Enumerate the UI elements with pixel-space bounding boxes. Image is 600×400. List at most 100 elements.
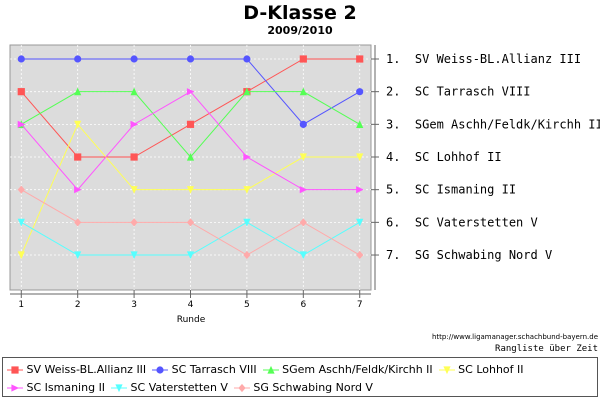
data-point bbox=[356, 88, 364, 96]
data-point bbox=[130, 218, 138, 227]
chart-subtitle: 2009/2010 bbox=[267, 24, 333, 37]
legend-label: SC Ismaning II bbox=[23, 381, 106, 394]
legend-swatch bbox=[438, 366, 455, 375]
rank-label: 3. SGem Aschh/Feldk/Kirchh II bbox=[386, 117, 600, 131]
rank-axis: 1. SV Weiss-BL.Allianz III 2. SC Tarrasch… bbox=[371, 45, 600, 290]
legend-item: SG Schwabing Nord V bbox=[233, 379, 373, 397]
data-point bbox=[356, 218, 364, 227]
legend-item: SGem Aschh/Feldk/Kirchh II bbox=[262, 361, 433, 379]
chart-caption: Rangliste über Zeit bbox=[495, 344, 598, 354]
x-tick-label: 1 bbox=[18, 300, 24, 310]
data-point bbox=[17, 120, 26, 128]
data-point bbox=[130, 186, 138, 194]
legend-swatch bbox=[233, 383, 250, 393]
data-point bbox=[243, 153, 252, 161]
legend-label: SC Vaterstetten V bbox=[127, 381, 228, 394]
legend-label: SV Weiss-BL.Allianz III bbox=[23, 363, 147, 376]
legend-marker bbox=[11, 384, 20, 392]
rank-label: 5. SC Ismaning II bbox=[386, 183, 516, 197]
legend-marker bbox=[115, 384, 123, 393]
data-point bbox=[74, 87, 82, 96]
legend-item: SC Tarrasch VIII bbox=[152, 361, 257, 379]
data-point bbox=[17, 185, 25, 194]
series-4 bbox=[17, 120, 364, 260]
x-tick-label: 6 bbox=[300, 300, 306, 310]
data-point bbox=[74, 120, 82, 129]
data-point bbox=[130, 87, 138, 96]
data-point bbox=[299, 153, 307, 162]
data-point bbox=[130, 251, 138, 260]
legend-label: SGem Aschh/Feldk/Kirchh II bbox=[278, 363, 433, 376]
data-point bbox=[130, 153, 138, 161]
x-axis-title: Runde bbox=[177, 315, 206, 325]
x-tick-label: 2 bbox=[75, 300, 81, 310]
legend-label: SC Lohhof II bbox=[454, 363, 524, 376]
legend-swatch bbox=[111, 384, 128, 393]
data-point bbox=[299, 120, 307, 128]
legend-marker bbox=[443, 366, 451, 375]
legend-marker bbox=[266, 365, 275, 374]
data-point bbox=[17, 218, 25, 227]
legend-row: SV Weiss-BL.Allianz III SC Tarrasch VIII… bbox=[7, 361, 593, 379]
rank-label: 6. SC Vaterstetten V bbox=[386, 215, 538, 229]
data-point bbox=[299, 55, 307, 63]
legend-marker bbox=[11, 366, 19, 374]
x-axis: 1 2 3 4 5 6 7 bbox=[10, 290, 371, 310]
series-layer bbox=[17, 55, 364, 260]
legend-swatch bbox=[7, 384, 23, 392]
data-point bbox=[186, 152, 195, 161]
series-7 bbox=[17, 185, 364, 260]
line-chart: 1. SV Weiss-BL.Allianz III 2. SC Tarrasch… bbox=[9, 44, 600, 325]
chart-title: D-Klasse 2 bbox=[243, 2, 357, 24]
legend-row: SC Ismaning II SC Vaterstetten V SG Schw… bbox=[7, 379, 593, 397]
legend-item: SC Vaterstetten V bbox=[111, 379, 228, 397]
data-point bbox=[299, 251, 307, 260]
legend-swatch bbox=[152, 366, 169, 374]
data-point bbox=[356, 120, 364, 128]
x-tick-label: 7 bbox=[357, 300, 363, 310]
data-point bbox=[243, 250, 251, 260]
legend-marker bbox=[156, 366, 164, 374]
data-point bbox=[243, 186, 251, 194]
data-point bbox=[186, 186, 195, 194]
data-point bbox=[17, 88, 25, 96]
rank-label: 2. SC Tarrasch VIII bbox=[386, 85, 531, 99]
data-point bbox=[299, 87, 307, 96]
data-point bbox=[243, 55, 251, 63]
data-point bbox=[299, 186, 308, 194]
legend-marker bbox=[238, 383, 246, 393]
data-point bbox=[356, 55, 364, 63]
data-point bbox=[186, 88, 195, 96]
x-tick-label: 4 bbox=[188, 300, 194, 310]
data-point bbox=[186, 251, 195, 260]
series-6 bbox=[17, 218, 364, 260]
rank-label: 7. SG Schwabing Nord V bbox=[386, 248, 552, 262]
data-point bbox=[186, 218, 195, 227]
series-5 bbox=[17, 88, 364, 194]
data-point bbox=[17, 251, 25, 260]
data-point bbox=[74, 251, 82, 260]
rank-label: 1. SV Weiss-BL.Allianz III bbox=[386, 52, 581, 66]
legend-item: SC Lohhof II bbox=[438, 361, 524, 379]
data-point bbox=[243, 87, 251, 96]
data-point bbox=[17, 55, 25, 63]
x-tick-label: 3 bbox=[131, 300, 137, 310]
data-point bbox=[74, 218, 82, 227]
data-point bbox=[186, 55, 195, 63]
data-point bbox=[243, 218, 251, 227]
data-point bbox=[130, 120, 139, 128]
data-point bbox=[356, 186, 364, 194]
legend-label: SC Tarrasch VIII bbox=[168, 363, 257, 376]
data-point bbox=[130, 55, 138, 63]
legend-swatch bbox=[262, 365, 279, 374]
data-point bbox=[74, 186, 82, 194]
data-point bbox=[74, 153, 82, 161]
source-url[interactable]: http://www.ligamanager.schachbund-bayern… bbox=[431, 333, 598, 341]
legend-swatch bbox=[7, 366, 23, 374]
legend-item: SV Weiss-BL.Allianz III bbox=[7, 361, 146, 379]
legend-item: SC Ismaning II bbox=[7, 379, 105, 397]
legend: SV Weiss-BL.Allianz III SC Tarrasch VIII… bbox=[2, 357, 598, 397]
data-point bbox=[186, 120, 195, 128]
data-point bbox=[299, 218, 307, 227]
rank-label: 4. SC Lohhof II bbox=[386, 150, 502, 164]
